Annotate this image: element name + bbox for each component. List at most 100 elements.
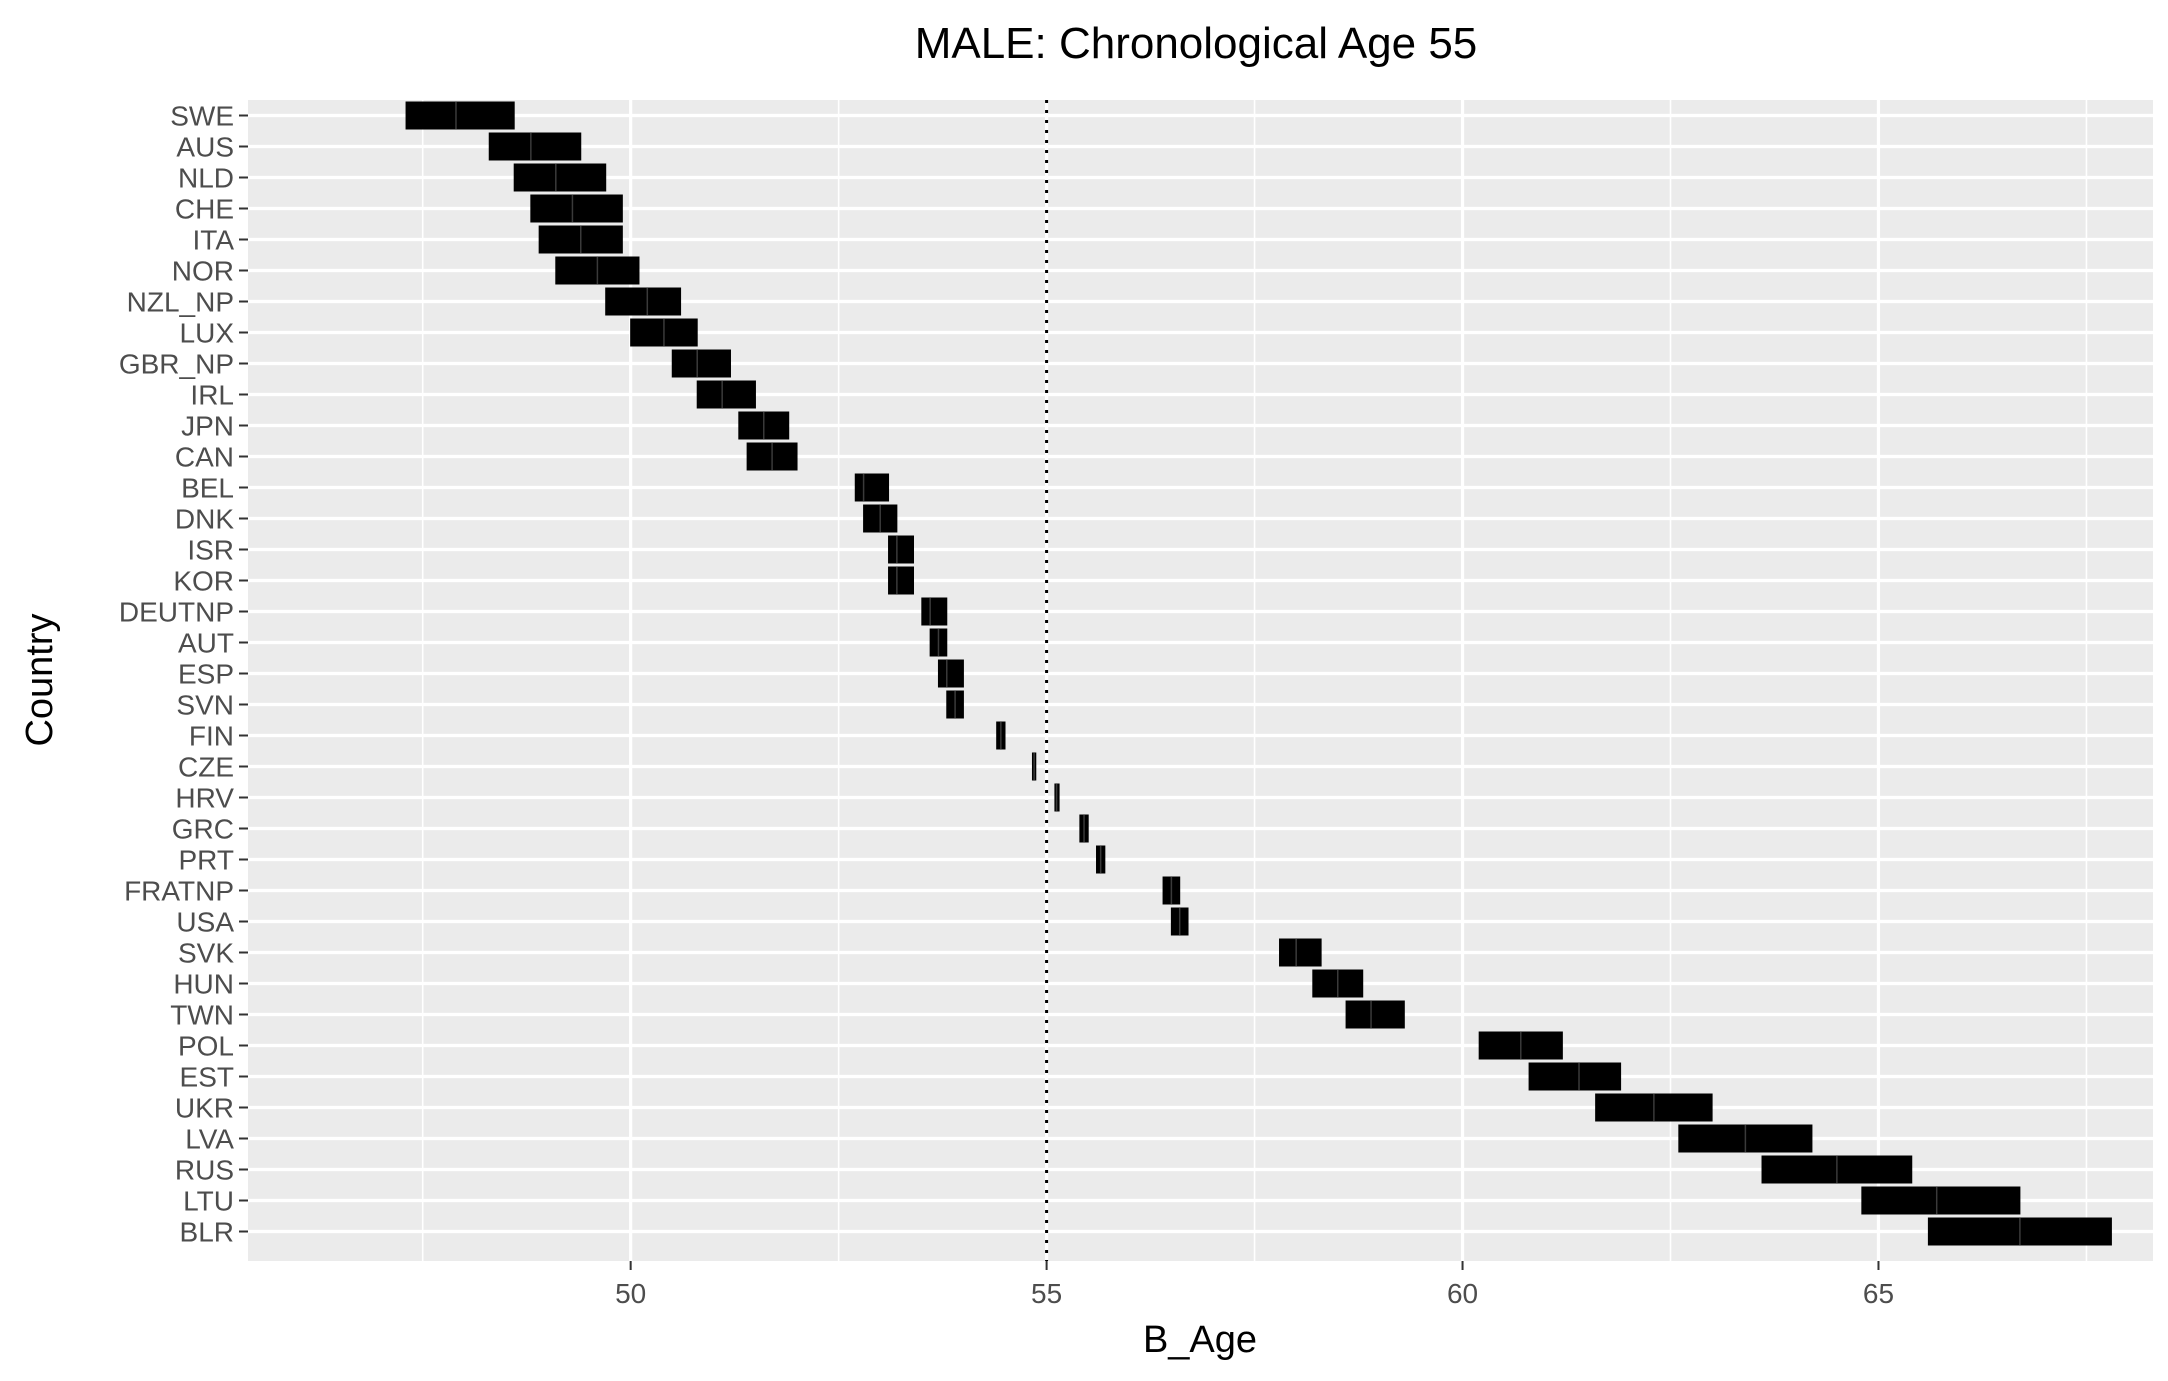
crossbar [630, 318, 698, 347]
crossbar [1312, 969, 1364, 998]
crossbar [555, 256, 640, 285]
crossbar [696, 380, 756, 409]
y-tick-label: CHE [175, 194, 234, 225]
x-tick-label: 55 [1031, 1278, 1062, 1309]
crossbar-box [696, 380, 756, 409]
y-tick-label: NLD [178, 163, 234, 194]
crossbar [888, 535, 915, 564]
crossbar-box [405, 101, 515, 130]
crossbar-box [671, 349, 731, 378]
crossbar [738, 411, 790, 440]
crossbar-box [530, 194, 623, 223]
crossbar [1761, 1155, 1913, 1184]
y-tick-label: ISR [187, 535, 234, 566]
y-tick-label: NZL_NP [127, 287, 234, 318]
y-tick-label: SVK [178, 938, 234, 969]
y-tick-label: HUN [173, 969, 234, 1000]
y-tick-label: FRATNP [124, 876, 234, 907]
crossbar-box [513, 163, 607, 192]
crossbar-box [1345, 1000, 1405, 1029]
crossbar [1478, 1031, 1563, 1060]
crossbar [946, 690, 964, 719]
y-tick-label: PRT [179, 845, 235, 876]
y-tick-label: DNK [175, 504, 234, 535]
y-tick-label: LTU [183, 1186, 234, 1217]
chart-title: MALE: Chronological Age 55 [915, 19, 1478, 68]
y-tick-label: KOR [173, 566, 234, 597]
y-tick-label: DEUTNP [119, 597, 234, 628]
crossbar-box [888, 566, 915, 595]
crossbar-box [854, 473, 890, 502]
y-tick-label: BLR [180, 1217, 234, 1248]
crossbar [1031, 752, 1037, 781]
crossbar [888, 566, 915, 595]
minor-gridlines [421, 100, 2088, 1261]
plot-panel [248, 100, 2153, 1261]
crossbar-box [937, 659, 964, 688]
crossbar [1528, 1062, 1622, 1091]
y-tick-label: BEL [181, 473, 234, 504]
x-tick-label: 60 [1447, 1278, 1478, 1309]
crossbar-box [1279, 938, 1322, 967]
y-tick-label: GRC [172, 814, 234, 845]
crossbar [1279, 938, 1322, 967]
crossbar [405, 101, 515, 130]
y-tick-label: RUS [175, 1155, 234, 1186]
y-tick-label: AUS [176, 132, 234, 163]
y-tick-label: CAN [175, 442, 234, 473]
crossbar [1096, 845, 1106, 874]
crossbar-box [1528, 1062, 1622, 1091]
crossbar [996, 721, 1006, 750]
crossbar [1079, 814, 1089, 843]
y-tick-label: GBR_NP [119, 349, 234, 380]
crossbar [1170, 907, 1189, 936]
crossbar [605, 287, 682, 316]
crossbar [1678, 1124, 1813, 1153]
crossbar [671, 349, 731, 378]
crossbar [863, 504, 898, 533]
crossbar-box [605, 287, 682, 316]
y-tick-label: CZE [178, 752, 234, 783]
y-tick-label: JPN [181, 411, 234, 442]
x-axis: 50 55 60 65 [615, 1261, 1894, 1309]
x-tick-label: 50 [615, 1278, 646, 1309]
y-tick-label: LUX [180, 318, 235, 349]
crossbar [937, 659, 964, 688]
y-tick-label: USA [176, 907, 234, 938]
y-tick-label: LVA [185, 1124, 234, 1155]
crossbar-box [888, 535, 915, 564]
y-tick-label: HRV [175, 783, 234, 814]
y-tick-label: ESP [178, 659, 234, 690]
y-tick-label: UKR [175, 1093, 234, 1124]
crossbar [488, 132, 582, 161]
y-axis: SWEAUSNLDCHEITANORNZL_NPLUXGBR_NPIRLJPNC… [119, 101, 248, 1248]
crossbar [1927, 1217, 2112, 1246]
y-tick-label: POL [178, 1031, 234, 1062]
y-tick-label: IRL [190, 380, 234, 411]
crossbars [405, 101, 2112, 1246]
crossbar [1162, 876, 1181, 905]
crossbar [929, 628, 948, 657]
crossbar [1054, 783, 1060, 812]
crossbar [538, 225, 623, 254]
y-tick-label: NOR [172, 256, 234, 287]
x-axis-title: B_Age [1143, 1319, 1257, 1361]
crossbar [1595, 1093, 1713, 1122]
y-tick-label: FIN [189, 721, 234, 752]
crossbar-box [921, 597, 948, 626]
crossbar [854, 473, 890, 502]
crossbar [921, 597, 948, 626]
y-tick-label: SVN [176, 690, 234, 721]
crossbar [530, 194, 623, 223]
crossbar [1861, 1186, 2021, 1215]
y-axis-title: Country [19, 613, 61, 746]
crossbar-box [1861, 1186, 2021, 1215]
x-tick-label: 65 [1863, 1278, 1894, 1309]
y-tick-label: ITA [193, 225, 235, 256]
crossbar [1345, 1000, 1405, 1029]
y-tick-label: TWN [170, 1000, 234, 1031]
crossbar [513, 163, 607, 192]
y-tick-label: EST [180, 1062, 234, 1093]
crossbar-box [488, 132, 582, 161]
